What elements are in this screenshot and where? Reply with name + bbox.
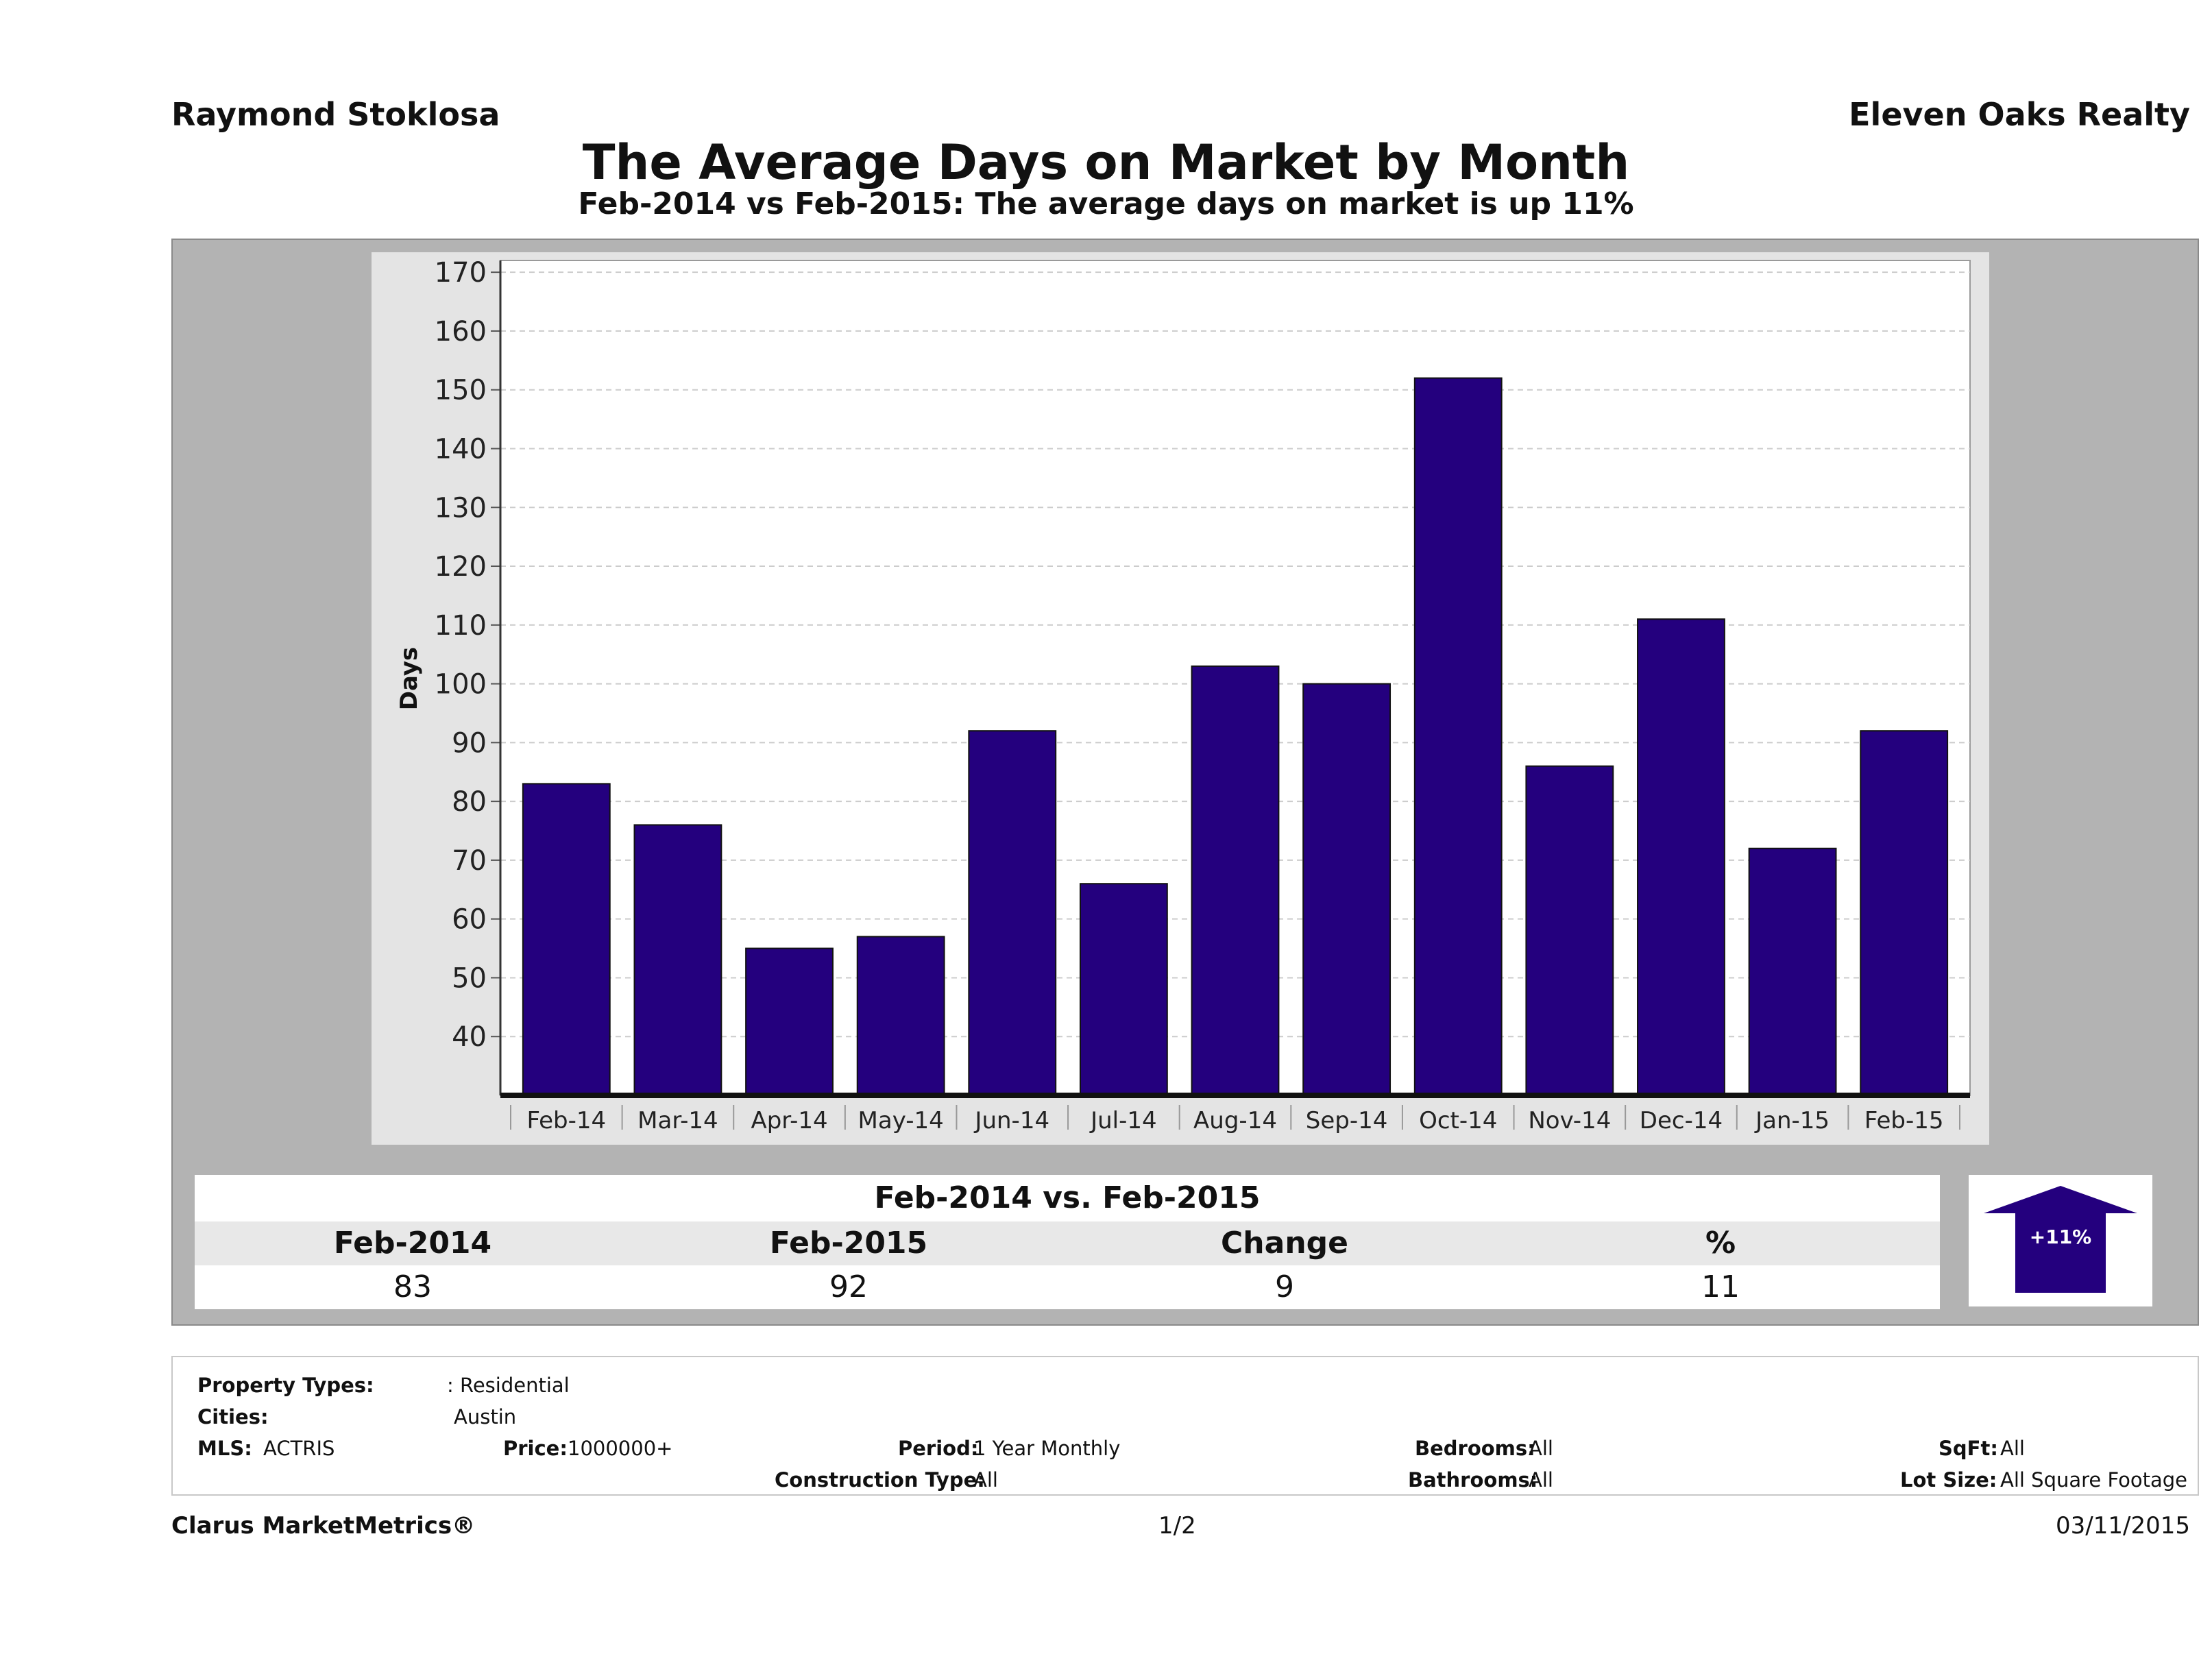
value-feb-2015: 92 (829, 1269, 868, 1304)
chart-subtitle: Feb-2014 vs Feb-2015: The average days o… (578, 186, 1634, 221)
chart-title: The Average Days on Market by Month (582, 134, 1630, 191)
y-tick-label: 40 (452, 1021, 487, 1053)
property-types-label: Property Types: (197, 1374, 374, 1397)
label-feb-2014: Feb-2014 (333, 1226, 492, 1261)
y-tick-label: 60 (452, 904, 487, 936)
x-tick-label: Apr-14 (751, 1107, 827, 1134)
y-axis-label: Days (396, 647, 423, 711)
footer-brand: Clarus MarketMetrics® (171, 1512, 476, 1540)
construction-type-label: Construction Type: (775, 1468, 985, 1492)
bar-chart: 40 50 60 70 80 90 100 110 120 130 140 150 160 170 Days… (372, 252, 1989, 1145)
value-percent: 11 (1701, 1269, 1740, 1304)
value-change: 9 (1275, 1269, 1294, 1304)
company-name: Eleven Oaks Realty (1849, 96, 2190, 133)
comparison-value-row: 83 92 9 11 (195, 1265, 1940, 1309)
y-tick-label: 110 (435, 610, 487, 642)
chart-panel: 40 50 60 70 80 90 100 110 120 130 140 150 160 170 Days… (171, 239, 2199, 1326)
bar (1637, 618, 1725, 1096)
x-tick-label: Mar-14 (637, 1107, 718, 1134)
y-tick-label: 170 (435, 257, 487, 289)
lot-size-label: Lot Size: (1900, 1468, 1997, 1492)
search-criteria: Property Types: : Residential Cities: Au… (171, 1356, 2199, 1496)
y-tick-label: 120 (435, 551, 487, 583)
label-percent: % (1705, 1226, 1736, 1261)
sqft-value: All (2000, 1437, 2025, 1460)
x-tick-label: Jan-15 (1754, 1107, 1830, 1134)
bathrooms-value: All (1529, 1468, 1553, 1492)
property-types-value: : Residential (447, 1374, 570, 1397)
trend-indicator: +11% (1969, 1175, 2152, 1306)
mls-label: MLS: (197, 1437, 252, 1460)
x-tick-label: May-14 (858, 1107, 944, 1134)
report-date: 03/11/2015 (2056, 1512, 2190, 1540)
bar (1413, 377, 1503, 1096)
bar (856, 936, 945, 1096)
y-tick-label: 90 (452, 727, 487, 759)
x-tick-label: Dec-14 (1640, 1107, 1723, 1134)
price-value: 1000000+ (568, 1437, 673, 1460)
construction-type-value: All (973, 1468, 998, 1492)
y-tick-label: 80 (452, 786, 487, 818)
cities-label: Cities: (197, 1405, 269, 1428)
price-label: Price: (503, 1437, 568, 1460)
up-arrow-icon: +11% (1984, 1186, 2137, 1293)
bar (1191, 665, 1280, 1096)
comparison-label-row: Feb-2014 Feb-2015 Change % (195, 1221, 1940, 1265)
x-tick-label: Oct-14 (1419, 1107, 1497, 1134)
mls-value: ACTRIS (263, 1437, 335, 1460)
up-arrow-shape (1984, 1186, 2137, 1293)
lot-size-value: All Square Footage (2000, 1468, 2188, 1492)
bar (633, 824, 722, 1097)
x-tick-label: Jun-14 (973, 1107, 1049, 1134)
y-tick-label: 150 (435, 375, 487, 406)
period-value: 1 Year Monthly (973, 1437, 1121, 1460)
bar (745, 947, 834, 1096)
bar (968, 730, 1057, 1096)
bar (1079, 883, 1168, 1096)
bar (1860, 730, 1949, 1096)
trend-percent-label: +11% (2030, 1226, 2091, 1248)
y-tick-label: 50 (452, 962, 487, 994)
cities-value: Austin (454, 1405, 517, 1428)
x-tick-label: Feb-14 (526, 1107, 606, 1134)
y-tick-label: 140 (435, 433, 487, 465)
x-tick-label: Aug-14 (1193, 1107, 1277, 1134)
x-tick-label: Feb-15 (1864, 1107, 1944, 1134)
y-tick-label: 130 (435, 492, 487, 524)
value-feb-2014: 83 (393, 1269, 432, 1304)
x-tick-label: Jul-14 (1089, 1107, 1157, 1134)
bathrooms-label: Bathrooms: (1408, 1468, 1538, 1492)
bedrooms-label: Bedrooms: (1415, 1437, 1535, 1460)
comparison-heading: Feb-2014 vs. Feb-2015 (874, 1180, 1261, 1215)
label-feb-2015: Feb-2015 (769, 1226, 928, 1261)
bar (1748, 847, 1837, 1096)
bedrooms-value: All (1529, 1437, 1553, 1460)
x-tick-label: Sep-14 (1306, 1107, 1388, 1134)
sqft-label: SqFt: (1938, 1437, 1998, 1460)
y-tick-label: 70 (452, 845, 487, 877)
agent-name: Raymond Stoklosa (171, 96, 500, 133)
y-tick-label: 100 (435, 669, 487, 701)
bar (1525, 765, 1614, 1097)
page-number: 1/2 (1158, 1512, 1196, 1540)
bar (1302, 683, 1391, 1096)
label-change: Change (1221, 1226, 1348, 1261)
comparison-table: Feb-2014 vs. Feb-2015 Feb-2014 Feb-2015 … (195, 1175, 1940, 1309)
y-tick-label: 160 (435, 316, 487, 348)
period-label: Period: (898, 1437, 979, 1460)
bar (522, 783, 611, 1096)
comparison-header-row: Feb-2014 vs. Feb-2015 (195, 1175, 1940, 1221)
x-tick-label: Nov-14 (1528, 1107, 1611, 1134)
